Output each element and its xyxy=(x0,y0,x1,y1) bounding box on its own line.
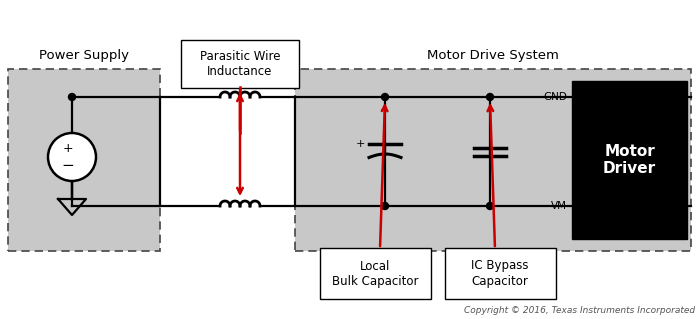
FancyBboxPatch shape xyxy=(445,248,556,299)
Text: +: + xyxy=(356,139,365,149)
Text: +: + xyxy=(63,143,73,155)
Circle shape xyxy=(69,93,75,100)
Text: GND: GND xyxy=(543,92,567,102)
FancyBboxPatch shape xyxy=(8,69,160,251)
Text: IC Bypass
Capacitor: IC Bypass Capacitor xyxy=(471,259,528,287)
Text: Power Supply: Power Supply xyxy=(39,49,129,62)
Circle shape xyxy=(382,203,389,210)
Circle shape xyxy=(48,133,96,181)
Circle shape xyxy=(487,203,493,210)
Text: Motor
Driver: Motor Driver xyxy=(603,144,656,176)
FancyBboxPatch shape xyxy=(319,248,431,299)
Text: Local
Bulk Capacitor: Local Bulk Capacitor xyxy=(332,259,418,287)
Circle shape xyxy=(487,93,493,100)
Text: Motor Drive System: Motor Drive System xyxy=(427,49,559,62)
Text: VM: VM xyxy=(551,201,567,211)
Text: −: − xyxy=(62,159,74,174)
Text: Parasitic Wire
Inductance: Parasitic Wire Inductance xyxy=(200,50,280,78)
FancyBboxPatch shape xyxy=(181,40,299,88)
Text: Copyright © 2016, Texas Instruments Incorporated: Copyright © 2016, Texas Instruments Inco… xyxy=(464,306,695,315)
FancyBboxPatch shape xyxy=(572,81,687,239)
Circle shape xyxy=(382,93,389,100)
FancyBboxPatch shape xyxy=(295,69,691,251)
